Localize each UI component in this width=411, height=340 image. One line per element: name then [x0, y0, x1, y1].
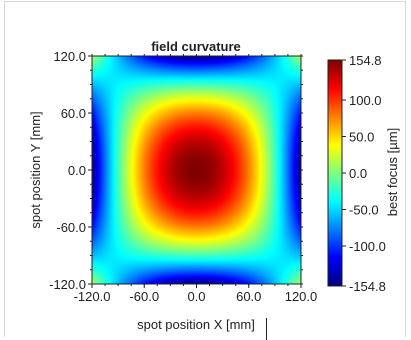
colorbar-label: best focus [µm]: [385, 128, 400, 216]
colorbar-tick-label: 100.0: [349, 93, 382, 108]
heatmap-image: [92, 56, 301, 284]
x-tick-label: 60.0: [236, 289, 261, 304]
colorbar-gradient: [328, 60, 342, 286]
y-tick-label: -60.0: [56, 220, 86, 235]
x-tick-label: 120.0: [285, 289, 318, 304]
x-axis-ticks: -120.0 -60.0 0.0 60.0 120.0: [74, 54, 318, 304]
colorbar-tick-label: -100.0: [349, 239, 386, 254]
colorbar-tick-label: -50.0: [349, 202, 379, 217]
colorbar-tick-label: -154.8: [349, 279, 386, 294]
colorbar-tick-label: 50.0: [349, 130, 374, 145]
y-axis-label: spot position Y [mm]: [28, 111, 43, 228]
x-tick-label: -60.0: [129, 289, 159, 304]
y-axis-ticks: 120.0 60.0 0.0 -60.0 -120.0: [49, 49, 303, 292]
x-tick-label: 0.0: [187, 289, 205, 304]
x-axis-label: spot position X [mm]: [137, 317, 255, 332]
y-tick-label: 0.0: [68, 163, 86, 178]
chart-title: field curvature: [151, 39, 241, 54]
figure-frame-left-edge: [4, 1, 5, 337]
colorbar-ticks: 154.8 100.0 50.0 0.0 -50.0 -100.0 -154.8: [342, 53, 386, 294]
y-tick-label: -120.0: [49, 277, 86, 292]
colorbar-tick-label: 154.8: [349, 53, 382, 68]
y-tick-label: 60.0: [61, 106, 86, 121]
x-tick-label: -120.0: [74, 289, 111, 304]
colorbar-tick-label: 0.0: [349, 166, 367, 181]
y-tick-label: 120.0: [53, 49, 86, 64]
divider-line: [266, 318, 267, 340]
figure-frame: [4, 1, 406, 337]
